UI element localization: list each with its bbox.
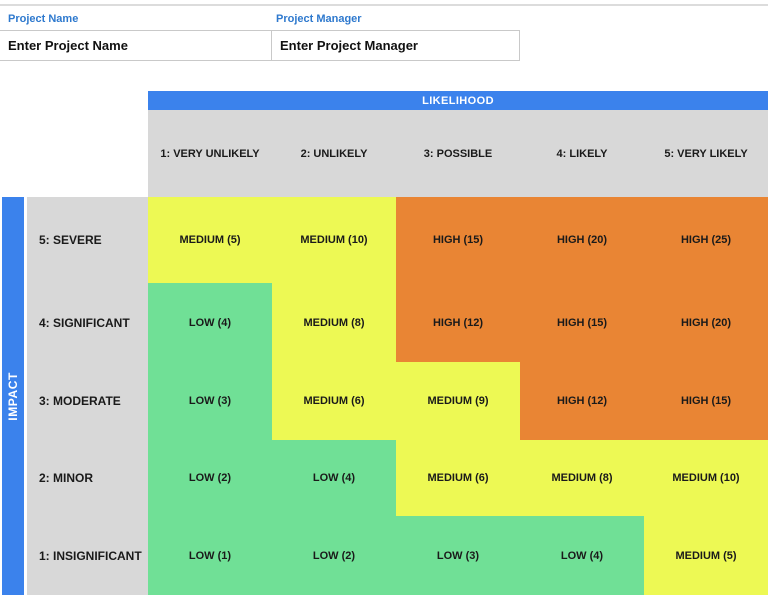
likelihood-header-2: 2: UNLIKELY bbox=[300, 147, 368, 160]
matrix-cell: LOW (1) bbox=[148, 516, 272, 595]
likelihood-header-3: 3: POSSIBLE bbox=[423, 147, 493, 160]
impact-header-5: 5: SEVERE bbox=[39, 233, 102, 247]
project-name-input[interactable] bbox=[0, 30, 272, 61]
matrix-cell: LOW (4) bbox=[272, 440, 396, 516]
matrix-cell: MEDIUM (6) bbox=[272, 362, 396, 440]
matrix-cell: LOW (2) bbox=[272, 516, 396, 595]
matrix-cell: HIGH (12) bbox=[520, 362, 644, 440]
matrix-cell: MEDIUM (8) bbox=[520, 440, 644, 516]
matrix-cell: HIGH (12) bbox=[396, 283, 520, 362]
matrix-cell: HIGH (25) bbox=[644, 197, 768, 283]
matrix-cell: LOW (4) bbox=[520, 516, 644, 595]
matrix-row: LOW (2) LOW (4) MEDIUM (6) MEDIUM (8) MEDIUM… bbox=[148, 440, 768, 516]
likelihood-header-1: 1: VERY UNLIKELY bbox=[160, 147, 260, 160]
matrix-row: LOW (4) MEDIUM (8) HIGH (12) HIGH (15) HIGH … bbox=[148, 283, 768, 362]
matrix-row: MEDIUM (5) MEDIUM (10) HIGH (15) HIGH (20) H… bbox=[148, 197, 768, 283]
matrix-cell: MEDIUM (6) bbox=[396, 440, 520, 516]
likelihood-header-4: 4: LIKELY bbox=[556, 147, 608, 160]
matrix-cell: LOW (4) bbox=[148, 283, 272, 362]
impact-header-2: 2: MINOR bbox=[39, 471, 93, 485]
risk-matrix: MEDIUM (5) MEDIUM (10) HIGH (15) HIGH (20) H… bbox=[148, 197, 768, 595]
project-name-label: Project Name bbox=[8, 13, 79, 25]
matrix-cell: HIGH (15) bbox=[396, 197, 520, 283]
impact-header-3: 3: MODERATE bbox=[39, 394, 121, 408]
matrix-row: LOW (3) MEDIUM (6) MEDIUM (9) HIGH (12) HIGH… bbox=[148, 362, 768, 440]
matrix-cell: MEDIUM (9) bbox=[396, 362, 520, 440]
likelihood-header-5: 5: VERY LIKELY bbox=[664, 147, 748, 160]
matrix-cell: MEDIUM (5) bbox=[644, 516, 768, 595]
matrix-cell: HIGH (20) bbox=[644, 283, 768, 362]
matrix-cell: MEDIUM (8) bbox=[272, 283, 396, 362]
impact-axis-header: IMPACT bbox=[2, 197, 24, 595]
impact-axis-label: IMPACT bbox=[6, 371, 20, 421]
impact-header-4: 4: SIGNIFICANT bbox=[39, 315, 130, 330]
project-manager-input[interactable] bbox=[271, 30, 520, 61]
matrix-row: LOW (1) LOW (2) LOW (3) LOW (4) MEDIUM (5) bbox=[148, 516, 768, 595]
top-divider bbox=[0, 4, 768, 6]
matrix-cell: LOW (3) bbox=[396, 516, 520, 595]
matrix-cell: LOW (2) bbox=[148, 440, 272, 516]
likelihood-axis-header: LIKELIHOOD bbox=[148, 91, 768, 110]
matrix-cell: MEDIUM (10) bbox=[644, 440, 768, 516]
matrix-cell: HIGH (15) bbox=[520, 283, 644, 362]
likelihood-column-headers: 1: VERY UNLIKELY 2: UNLIKELY 3: POSSIBLE 4:… bbox=[148, 110, 768, 197]
matrix-cell: HIGH (15) bbox=[644, 362, 768, 440]
project-manager-label: Project Manager bbox=[276, 13, 362, 25]
impact-row-headers: 5: SEVERE 4: SIGNIFICANT 3: MODERATE 2: MIN… bbox=[27, 197, 148, 595]
matrix-cell: LOW (3) bbox=[148, 362, 272, 440]
matrix-cell: HIGH (20) bbox=[520, 197, 644, 283]
impact-header-1: 1: INSIGNIFICANT bbox=[39, 548, 142, 563]
matrix-cell: MEDIUM (5) bbox=[148, 197, 272, 283]
matrix-cell: MEDIUM (10) bbox=[272, 197, 396, 283]
